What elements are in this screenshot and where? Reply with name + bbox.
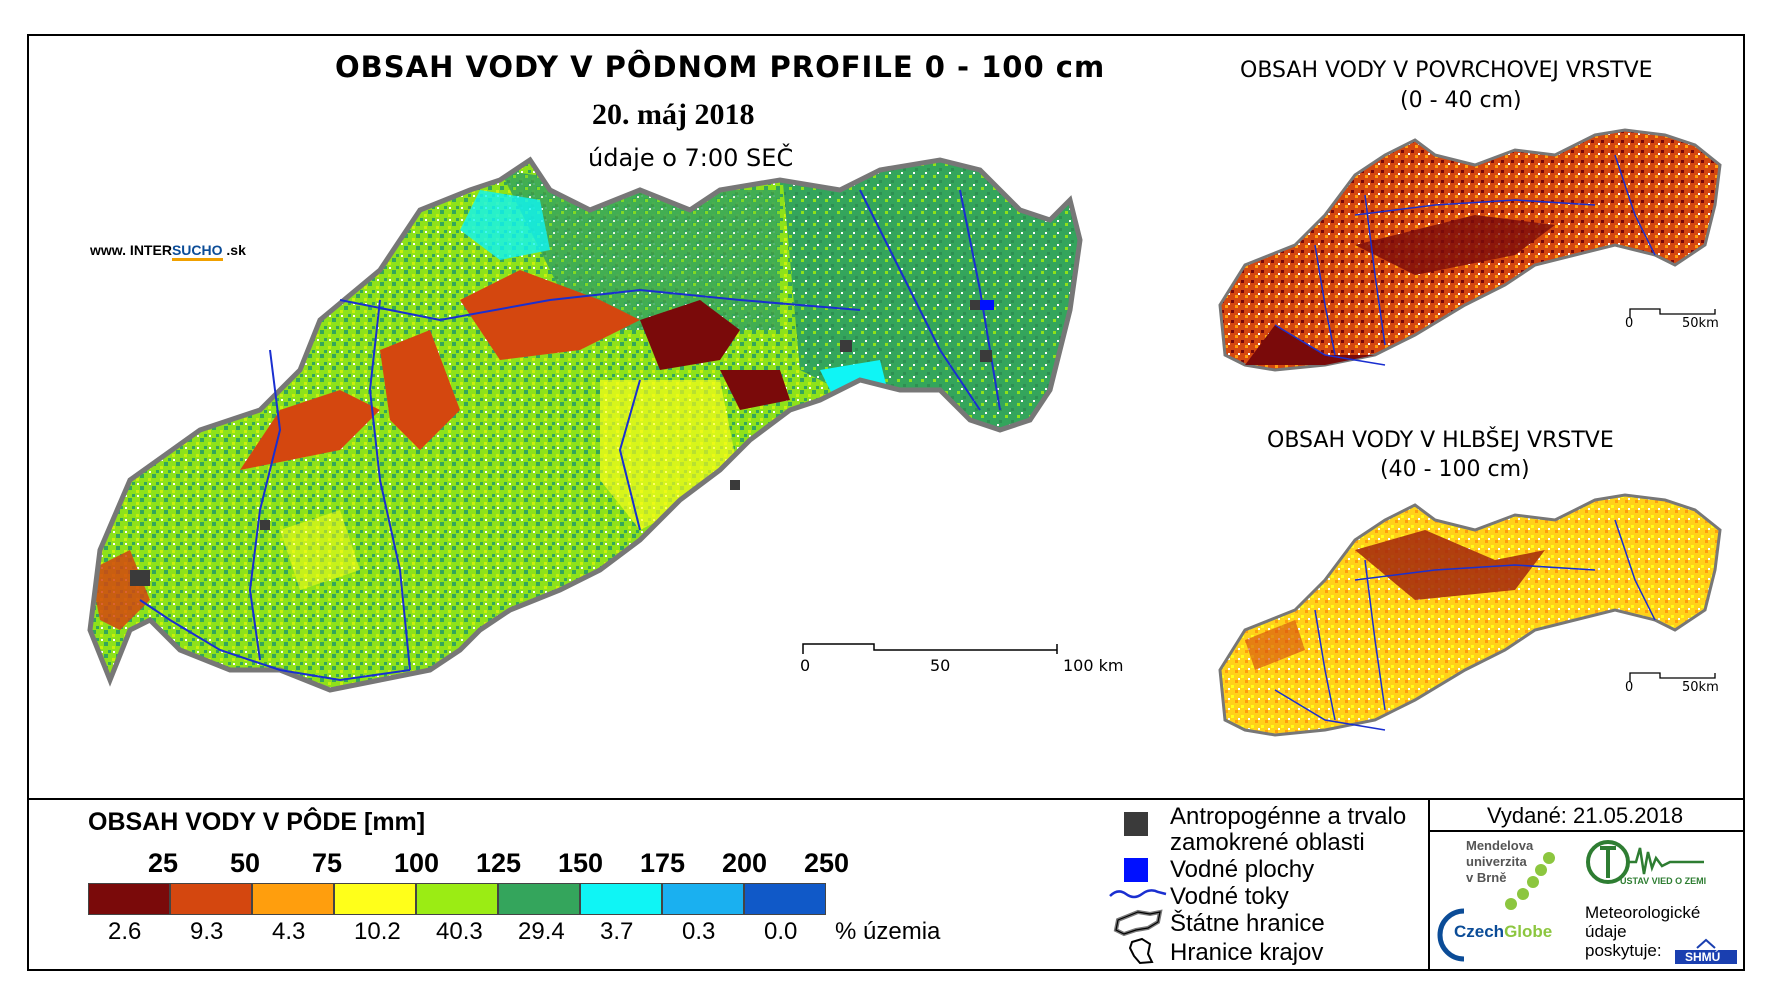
mendel-line-3: v Brně [1466, 870, 1507, 885]
ustav-vied-o-zemi-logo-icon [1586, 840, 1704, 884]
legend-threshold-7: 175 [640, 848, 686, 878]
region-border-symbol-icon [1128, 937, 1154, 965]
inset-surface-depth: (0 - 40 cm) [1400, 88, 1522, 113]
legend-percent-8: 0.3 [682, 918, 716, 945]
main-soil-water-map [87, 156, 1083, 693]
legend-percent-3: 4.3 [272, 918, 306, 945]
map-frame [27, 34, 1745, 971]
legend-swatch-8 [662, 883, 744, 915]
legend-percent-6: 29.4 [518, 918, 565, 945]
meteo-line-1: Meteorologické [1585, 903, 1701, 922]
anthropogenic-label-1: Antropogénne a trvalo [1170, 803, 1407, 830]
shmu-logo-icon [1696, 938, 1716, 949]
inset-deep-scale [1629, 672, 1716, 682]
legend-percent-9: 0.0 [764, 918, 798, 945]
legend-percent-5: 40.3 [436, 918, 483, 945]
issued-divider [1428, 830, 1745, 832]
anthropogenic-swatch [1124, 812, 1148, 836]
legend-percent-4: 10.2 [354, 918, 401, 945]
shmu-logo-text: SHMÚ [1685, 950, 1721, 964]
legend-percent-unit: % územia [835, 918, 941, 945]
meteo-data-provider: Meteorologické údaje poskytuje: [1585, 903, 1700, 960]
legend-title: OBSAH VODY V PÔDE [mm] [88, 808, 426, 836]
water-bodies-label: Vodné plochy [1170, 856, 1315, 883]
czechglobe-logo: CzechGlobe [1454, 922, 1553, 941]
issued-date: Vydané: 21.05.2018 [1487, 803, 1684, 828]
main-map-subtitle: údaje o 7:00 SEČ [588, 144, 794, 172]
legend-percent-7: 3.7 [600, 918, 634, 945]
legend-swatch-5 [416, 883, 498, 915]
legend-percent-1: 2.6 [108, 918, 142, 945]
main-scale-bar [802, 643, 1058, 654]
legend-swatch-1 [88, 883, 170, 915]
main-map-title: OBSAH VODY V PÔDNOM PROFILE 0 - 100 cm [335, 50, 1106, 84]
inset-surface-scale-0: 0 [1625, 316, 1634, 331]
meteo-line-2: údaje [1585, 922, 1627, 941]
mendel-line-2: univerzita [1466, 854, 1527, 869]
main-scale-label-100: 100 km [1063, 656, 1124, 675]
state-border-label: Štátne hranice [1170, 910, 1325, 937]
legend-threshold-6: 150 [558, 848, 604, 878]
inset-deep-scale-50: 50km [1682, 680, 1719, 695]
rivers-symbol-icon [1109, 889, 1167, 899]
region-border-label: Hranice krajov [1170, 939, 1324, 966]
meteo-line-3: poskytuje: [1585, 941, 1662, 960]
inset-deep-depth: (40 - 100 cm) [1380, 457, 1530, 482]
legend-swatch-6 [498, 883, 580, 915]
rivers-label: Vodné toky [1170, 883, 1289, 910]
mendel-line-1: Mendelova [1466, 838, 1534, 853]
legend-threshold-5: 125 [476, 848, 522, 878]
czechglobe-arc-icon [1437, 908, 1465, 962]
legend-swatch-3 [252, 883, 334, 915]
shmu-logo: SHMÚ [1675, 938, 1737, 964]
legend-threshold-1: 25 [148, 848, 179, 878]
legend-threshold-2: 50 [230, 848, 261, 878]
legend-threshold-4: 100 [394, 848, 440, 878]
water-bodies-swatch [1124, 858, 1148, 882]
inset-deep-map [1218, 493, 1722, 737]
legend-threshold-3: 75 [312, 848, 343, 878]
inset-surface-scale-50: 50km [1682, 316, 1719, 331]
ustav-vied-o-zemi-label: ÚSTAV VIED O ZEMI [1620, 876, 1707, 886]
main-map-date: 20. máj 2018 [592, 98, 755, 131]
state-border-symbol-icon [1113, 909, 1163, 937]
inset-deep-title: OBSAH VODY V HLBŠEJ VRSTVE [1267, 428, 1614, 453]
main-scale-label-0: 0 [800, 656, 811, 675]
website-link[interactable]: www. INTERSUCHO .sk [90, 242, 246, 261]
legend-threshold-9: 250 [804, 848, 850, 878]
inset-deep-scale-0: 0 [1625, 680, 1634, 695]
mendel-university-logo: Mendelova univerzita v Brně [1466, 838, 1533, 886]
main-scale-label-50: 50 [930, 656, 951, 675]
legend-divider [27, 798, 1745, 800]
inset-surface-title: OBSAH VODY V POVRCHOVEJ VRSTVE [1240, 58, 1653, 83]
legend-swatch-2 [170, 883, 252, 915]
legend-swatch-7 [580, 883, 662, 915]
legend-swatch-4 [334, 883, 416, 915]
legend-threshold-8: 200 [722, 848, 768, 878]
mendel-dots-icon [1505, 852, 1555, 910]
inset-surface-map [1218, 128, 1722, 372]
legend-swatch-9 [744, 883, 826, 915]
legend-percent-2: 9.3 [190, 918, 224, 945]
shmu-logo-bar [1675, 950, 1737, 964]
anthropogenic-label-2: zamokrené oblasti [1170, 829, 1365, 856]
info-divider [1428, 798, 1430, 971]
inset-surface-scale [1629, 308, 1716, 318]
